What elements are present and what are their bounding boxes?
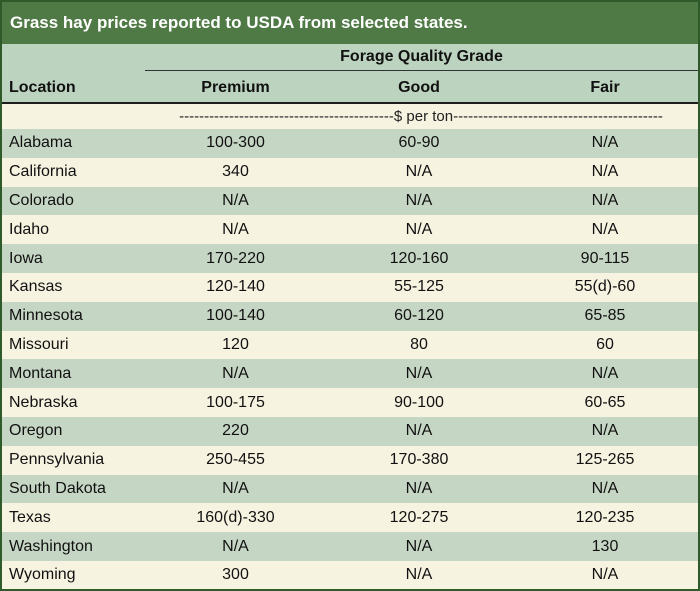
fair-cell: N/A bbox=[591, 479, 619, 497]
table-row: Alabama 100-300 60-90 N/A bbox=[2, 129, 698, 158]
good-cell: 120-160 bbox=[389, 249, 449, 267]
fair-cell: 90-115 bbox=[580, 249, 630, 267]
premium-cell: N/A bbox=[222, 537, 249, 555]
location-cell: Idaho bbox=[9, 220, 50, 238]
good-cell: N/A bbox=[405, 479, 433, 497]
good-cell: 120-275 bbox=[389, 508, 449, 526]
premium-cell: N/A bbox=[222, 220, 249, 238]
premium-cell: 340 bbox=[222, 163, 249, 181]
good-cell: N/A bbox=[405, 220, 433, 238]
table-row: Washington N/A N/A 130 bbox=[2, 532, 698, 561]
fair-column-header: Fair bbox=[590, 79, 620, 96]
good-cell: 80 bbox=[410, 335, 428, 353]
table-row: Pennsylvania 250-455 170-380 125-265 bbox=[2, 445, 698, 475]
premium-cell: 100-140 bbox=[206, 307, 265, 325]
location-cell: Alabama bbox=[9, 134, 73, 152]
premium-cell: 120 bbox=[222, 335, 249, 353]
location-column-header: Location bbox=[9, 79, 76, 96]
premium-cell: N/A bbox=[222, 191, 249, 209]
good-cell: 60-90 bbox=[398, 134, 440, 152]
good-cell: N/A bbox=[405, 191, 433, 209]
fair-cell: N/A bbox=[591, 163, 619, 181]
location-cell: Texas bbox=[9, 508, 51, 526]
table-row: Oregon 220 N/A N/A bbox=[2, 416, 698, 446]
good-cell: 55-125 bbox=[394, 278, 444, 296]
good-cell: 60-120 bbox=[394, 307, 444, 325]
location-cell: Minnesota bbox=[9, 307, 83, 325]
premium-cell: 220 bbox=[222, 422, 249, 440]
premium-cell: 250-455 bbox=[206, 451, 265, 469]
location-cell: California bbox=[9, 163, 77, 181]
location-cell: Nebraska bbox=[9, 393, 78, 411]
table-title: Grass hay prices reported to USDA from s… bbox=[2, 2, 698, 44]
units-label: ----------------------------------------… bbox=[179, 108, 663, 125]
premium-column-header: Premium bbox=[201, 79, 270, 96]
fair-cell: 60 bbox=[596, 335, 614, 353]
premium-cell: 100-300 bbox=[206, 134, 265, 152]
fair-cell: N/A bbox=[591, 191, 619, 209]
table-row: Colorado N/A N/A N/A bbox=[2, 186, 698, 216]
table-row: Iowa 170-220 120-160 90-115 bbox=[2, 244, 698, 273]
premium-cell: 100-175 bbox=[206, 393, 265, 411]
good-cell: N/A bbox=[405, 566, 433, 584]
table-row: Wyoming 300 N/A N/A bbox=[2, 560, 698, 589]
premium-cell: 160(d)-330 bbox=[196, 508, 275, 526]
location-cell: Wyoming bbox=[9, 566, 76, 584]
location-cell: South Dakota bbox=[9, 479, 106, 497]
table-row: California 340 N/A N/A bbox=[2, 157, 698, 187]
fair-cell: 120-235 bbox=[575, 508, 635, 526]
fair-cell: N/A bbox=[591, 220, 619, 238]
good-cell: 90-100 bbox=[394, 393, 444, 411]
fair-cell: N/A bbox=[591, 134, 619, 152]
table-row: Idaho N/A N/A N/A bbox=[2, 215, 698, 245]
good-cell: N/A bbox=[405, 537, 433, 555]
premium-cell: 300 bbox=[222, 566, 249, 584]
good-cell: N/A bbox=[405, 422, 433, 440]
premium-cell: 170-220 bbox=[206, 249, 265, 267]
table-body: Alabama 100-300 60-90 N/A California 340 N/A N/… bbox=[2, 129, 698, 589]
location-cell: Montana bbox=[9, 364, 72, 382]
grade-group-rule bbox=[145, 70, 698, 71]
location-cell: Kansas bbox=[9, 278, 63, 296]
fair-cell: N/A bbox=[591, 422, 619, 440]
premium-cell: N/A bbox=[222, 479, 249, 497]
good-cell: N/A bbox=[405, 364, 433, 382]
fair-cell: N/A bbox=[591, 364, 619, 382]
grade-group-header: Forage Quality Grade bbox=[340, 48, 503, 65]
table-row: South Dakota N/A N/A N/A bbox=[2, 474, 698, 504]
fair-cell: 55(d)-60 bbox=[574, 278, 636, 296]
table-row: Kansas 120-140 55-125 55(d)-60 bbox=[2, 272, 698, 302]
good-cell: N/A bbox=[405, 163, 433, 181]
fair-cell: 60-65 bbox=[584, 393, 626, 411]
good-cell: 170-380 bbox=[389, 451, 449, 469]
good-column-header: Good bbox=[398, 79, 440, 96]
fair-cell: 65-85 bbox=[584, 307, 626, 325]
location-cell: Missouri bbox=[9, 335, 69, 353]
fair-cell: 125-265 bbox=[575, 451, 635, 469]
table-row: Montana N/A N/A N/A bbox=[2, 359, 698, 389]
location-cell: Oregon bbox=[9, 422, 63, 440]
table-row: Nebraska 100-175 90-100 60-65 bbox=[2, 388, 698, 417]
fair-cell: N/A bbox=[591, 566, 619, 584]
table-row: Texas 160(d)-330 120-275 120-235 bbox=[2, 503, 698, 533]
location-cell: Iowa bbox=[9, 249, 43, 267]
location-cell: Pennsylvania bbox=[9, 451, 105, 469]
premium-cell: 120-140 bbox=[206, 278, 265, 296]
location-cell: Washington bbox=[9, 537, 93, 555]
table-row: Minnesota 100-140 60-120 65-85 bbox=[2, 301, 698, 331]
fair-cell: 130 bbox=[591, 537, 619, 555]
table-header: Forage Quality Grade Location Premium Go… bbox=[2, 44, 698, 104]
premium-cell: N/A bbox=[222, 364, 249, 382]
location-cell: Colorado bbox=[9, 191, 74, 209]
units-row: ----------------------------------------… bbox=[2, 104, 698, 129]
table-row: Missouri 120 80 60 bbox=[2, 330, 698, 360]
